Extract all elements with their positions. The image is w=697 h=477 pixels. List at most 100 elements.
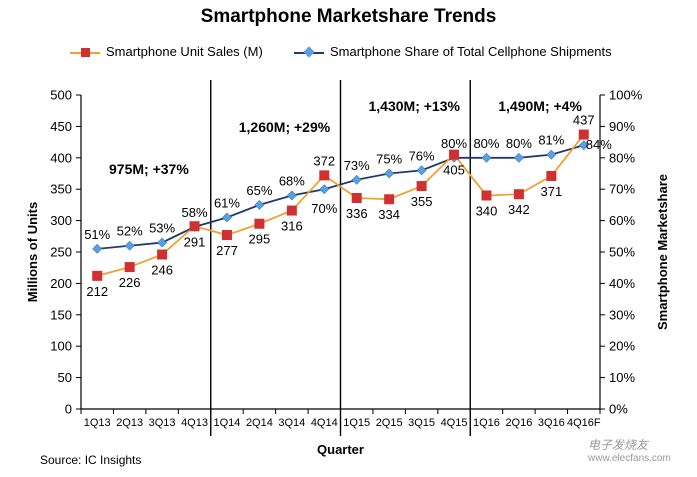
watermark-url: www.elecfans.com <box>588 453 671 464</box>
share-point <box>222 212 232 223</box>
unit-sales-point <box>319 170 330 181</box>
share-data-label: 80% <box>473 136 499 151</box>
year-annotation: 1,490M; +4% <box>498 98 582 114</box>
share-point <box>578 140 589 151</box>
series-line-unit-sales <box>96 134 585 277</box>
share-data-label: 53% <box>149 221 175 236</box>
share-point <box>319 184 330 195</box>
unit-sales-point <box>254 218 265 229</box>
unit-sales-data-label: 340 <box>476 203 498 218</box>
y-axis-title-right: Smartphone Marketshare <box>655 174 670 330</box>
y-tick-label-right: 10% <box>609 370 635 385</box>
x-tick-label: 1Q13 <box>84 417 111 429</box>
unit-sales-point <box>578 129 589 140</box>
share-point <box>546 149 557 160</box>
y-tick-label-left: 150 <box>50 307 72 322</box>
unit-sales-data-label: 437 <box>573 113 595 128</box>
unit-sales-point <box>546 171 557 182</box>
unit-sales-point <box>351 192 362 203</box>
y-tick-label-left: 100 <box>50 339 72 354</box>
y-tick-label-left: 500 <box>50 88 72 103</box>
x-tick-label: 3Q13 <box>149 417 176 429</box>
unit-sales-data-label: 405 <box>443 163 465 178</box>
series-line-share <box>97 144 585 250</box>
share-data-label: 80% <box>506 136 532 151</box>
year-annotation: 1,260M; +29% <box>239 119 331 135</box>
share-data-label: 81% <box>538 133 564 148</box>
share-data-label: 70% <box>311 201 337 216</box>
y-tick-label-right: 0% <box>609 402 628 417</box>
share-point <box>157 237 168 248</box>
unit-sales-point <box>481 190 492 201</box>
unit-sales-data-label: 291 <box>184 234 206 249</box>
share-point <box>513 152 524 163</box>
x-axis-title: Quarter <box>317 442 364 457</box>
y-tick-label-right: 50% <box>609 245 635 260</box>
unit-sales-data-label: 355 <box>411 194 433 209</box>
share-point <box>92 243 103 254</box>
y-tick-label-left: 400 <box>50 150 72 165</box>
y-tick-label-left: 0 <box>65 402 72 417</box>
unit-sales-data-label: 334 <box>378 207 400 222</box>
share-data-label: 52% <box>117 224 143 239</box>
unit-sales-data-label: 246 <box>151 263 173 278</box>
unit-sales-point <box>221 230 232 241</box>
unit-sales-data-label: 342 <box>508 202 530 217</box>
x-tick-label: 3Q15 <box>408 417 435 429</box>
y-tick-label-left: 450 <box>50 119 72 134</box>
share-point <box>254 199 265 210</box>
share-data-label: 73% <box>344 158 370 173</box>
share-data-label: 76% <box>409 148 435 163</box>
unit-sales-data-label: 212 <box>86 284 108 299</box>
share-point <box>416 165 427 176</box>
share-point <box>384 168 395 179</box>
y-tick-label-right: 90% <box>609 119 635 134</box>
x-tick-label: 2Q16 <box>505 417 532 429</box>
y-tick-label-right: 70% <box>609 182 635 197</box>
x-tick-label: 1Q16 <box>473 417 500 429</box>
y-tick-label-left: 250 <box>50 245 72 260</box>
unit-sales-point <box>189 221 200 232</box>
y-tick-label-left: 300 <box>50 213 72 228</box>
watermark-logo-text: 电子发烧友 <box>588 438 649 452</box>
legend-square-marker-icon <box>81 48 90 57</box>
y-tick-label-right: 100% <box>609 88 643 103</box>
share-data-label: 68% <box>279 173 305 188</box>
x-tick-label: 2Q14 <box>246 417 273 429</box>
unit-sales-data-label: 372 <box>313 153 335 168</box>
y-tick-label-right: 20% <box>609 339 635 354</box>
unit-sales-data-label: 336 <box>346 206 368 221</box>
share-data-label: 84% <box>586 137 612 152</box>
y-tick-label-right: 60% <box>609 213 635 228</box>
share-point <box>286 190 297 201</box>
x-tick-label: 1Q14 <box>214 417 241 429</box>
unit-sales-point <box>449 149 460 160</box>
y-tick-label-left: 50 <box>58 370 72 385</box>
legend: Smartphone Unit Sales (M) Smartphone Sha… <box>0 44 697 64</box>
x-tick-label: 4Q15 <box>441 417 468 429</box>
y-tick-label-right: 40% <box>609 276 635 291</box>
unit-sales-point <box>286 205 297 216</box>
unit-sales-point <box>124 262 135 273</box>
unit-sales-point <box>513 189 524 200</box>
year-annotation: 975M; +37% <box>109 161 189 177</box>
unit-sales-point <box>92 270 103 281</box>
legend-label-share: Smartphone Share of Total Cellphone Ship… <box>330 44 612 59</box>
share-point <box>124 240 135 251</box>
unit-sales-data-label: 295 <box>249 232 271 247</box>
x-tick-label: 4Q13 <box>181 417 208 429</box>
y-tick-label-right: 30% <box>609 307 635 322</box>
x-tick-label: 2Q15 <box>376 417 403 429</box>
share-data-label: 51% <box>84 227 110 242</box>
share-data-label: 58% <box>182 205 208 220</box>
unit-sales-data-label: 316 <box>281 219 303 234</box>
chart-title: Smartphone Marketshare Trends <box>200 6 497 27</box>
share-point <box>351 174 362 185</box>
unit-sales-data-label: 277 <box>216 243 238 258</box>
x-tick-label: 4Q14 <box>311 417 338 429</box>
share-data-label: 65% <box>246 183 272 198</box>
unit-sales-point <box>416 181 427 192</box>
share-point <box>481 152 492 163</box>
x-tick-label: 3Q16 <box>538 417 565 429</box>
share-data-label: 61% <box>214 195 240 210</box>
